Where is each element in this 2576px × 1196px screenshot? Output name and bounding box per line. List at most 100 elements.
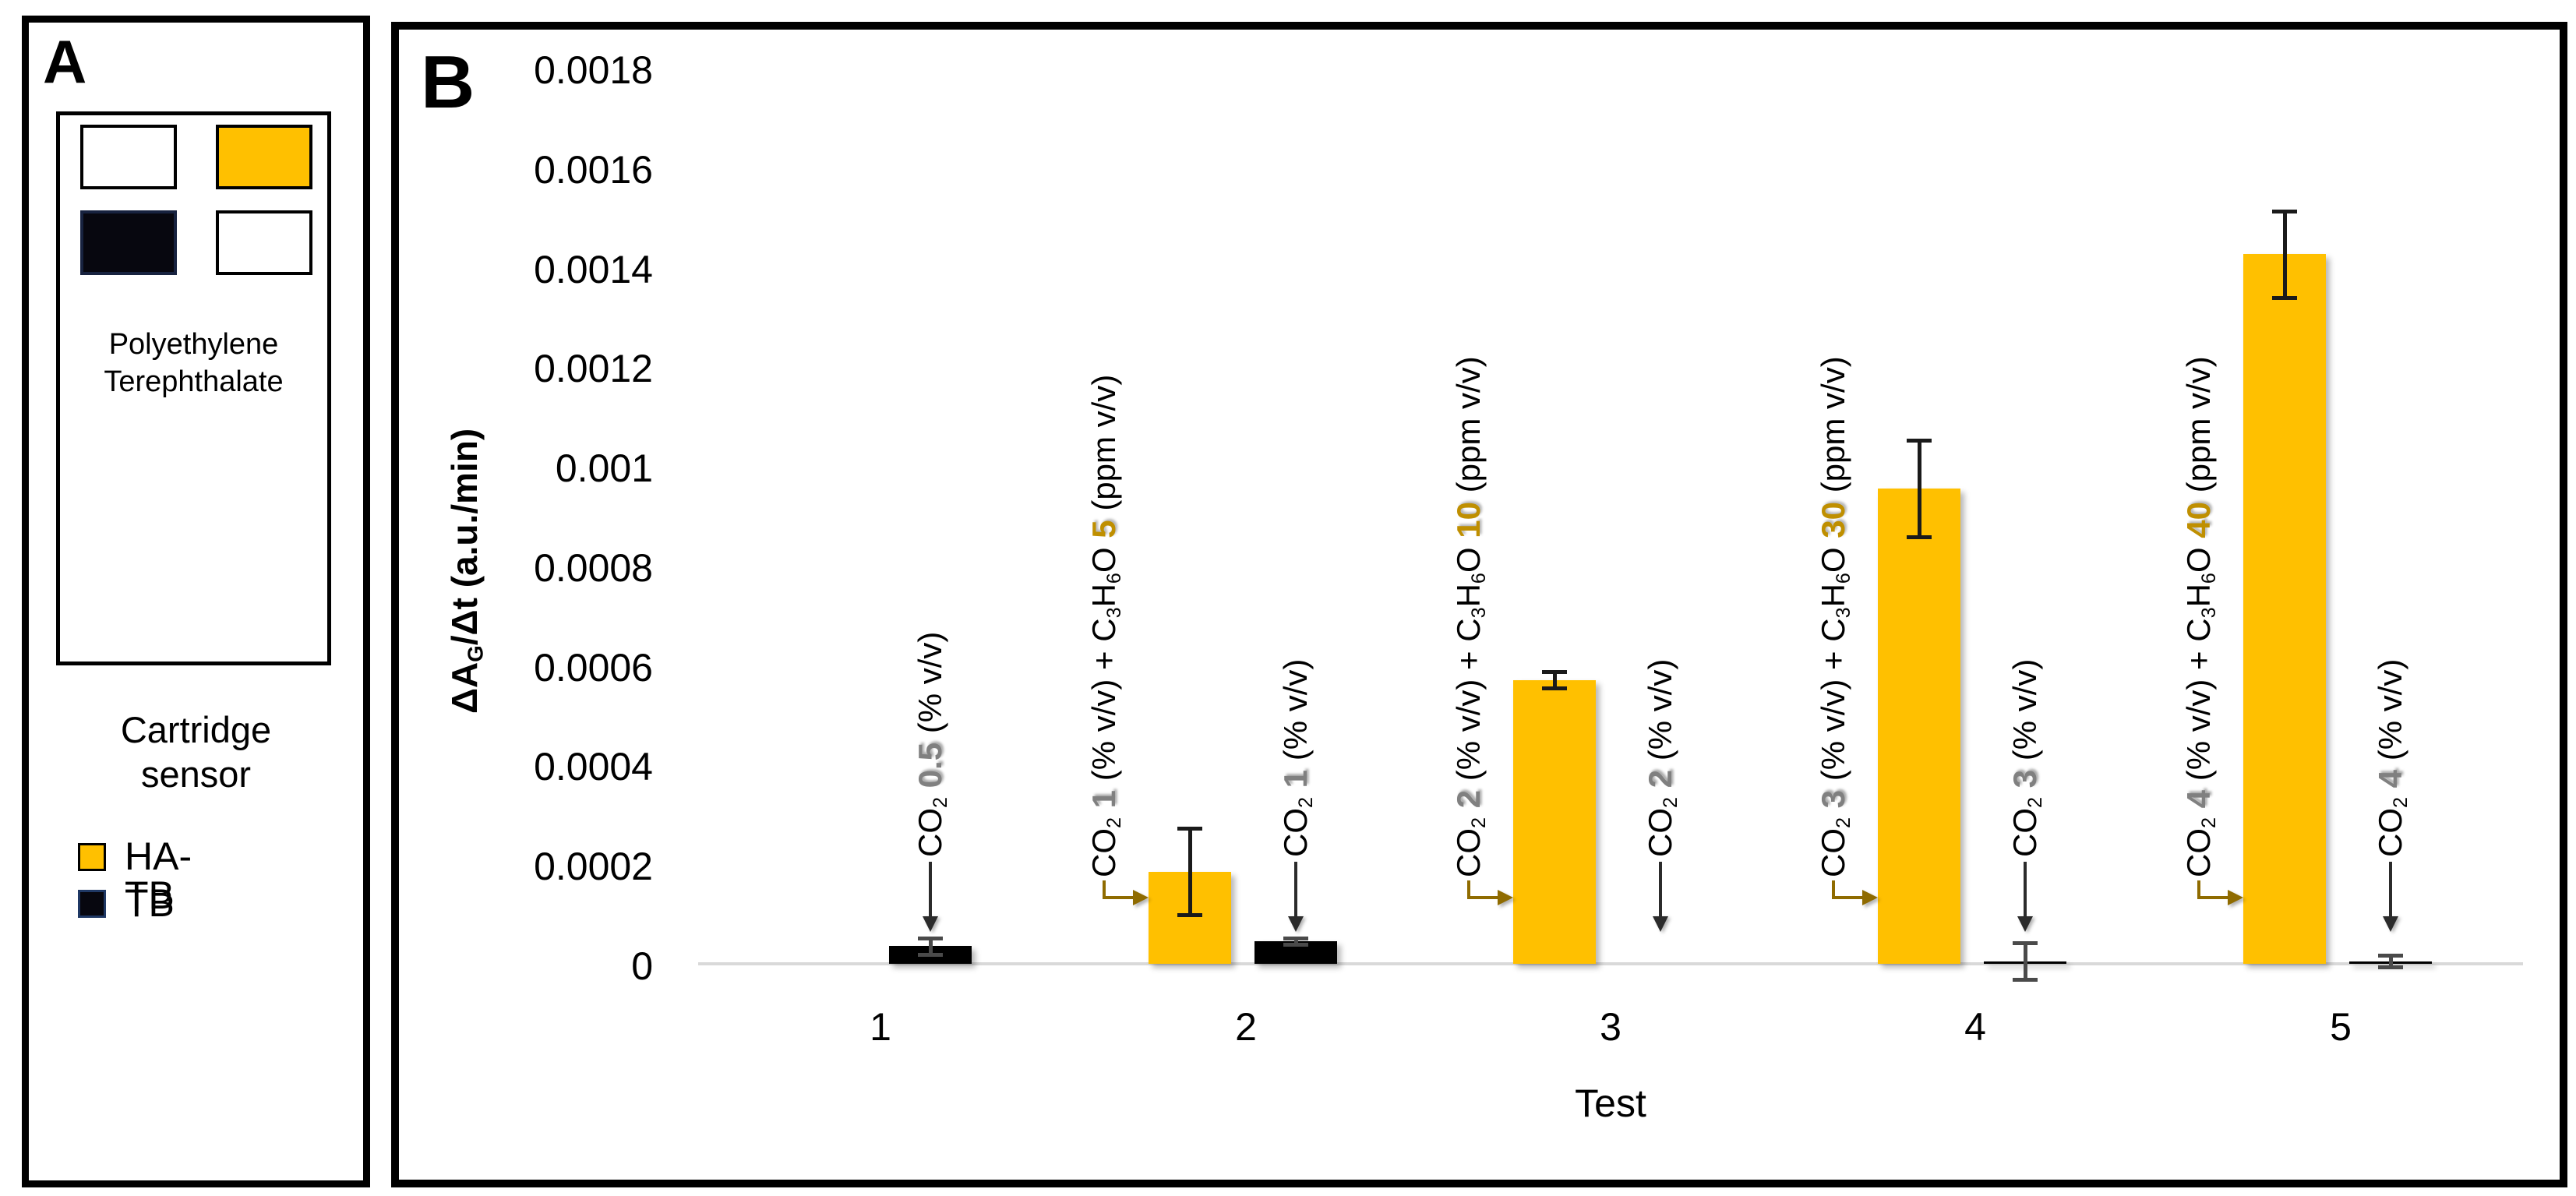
bar-ha-tb-test-3	[1513, 680, 1596, 964]
annotation-text	[1815, 808, 1851, 817]
error-bar-cap	[918, 937, 943, 940]
down-arrowhead-icon	[1288, 916, 1304, 932]
x-tick-label: 2	[1235, 1005, 1257, 1049]
annotation-text: CO	[1450, 828, 1487, 877]
error-bar-cap	[1907, 535, 1932, 539]
y-tick-label: 0.0008	[534, 546, 653, 590]
annotation-text: CO	[1085, 828, 1122, 877]
x-tick-label: 3	[1600, 1005, 1621, 1049]
down-arrow-line	[1659, 862, 1662, 918]
elbow-arrow-horizontal	[1467, 896, 1498, 899]
x-tick-label: 1	[870, 1005, 891, 1049]
annotation-label: CO2 3 (% v/v)	[2005, 659, 2056, 857]
y-tick-label: 0.001	[555, 446, 653, 490]
annotation-text	[1277, 788, 1314, 797]
legend-label-ha-tb: HA-TB	[125, 834, 192, 917]
panel-b	[391, 22, 2567, 1187]
annotation-text: CO	[2180, 828, 2217, 877]
sensor-caption: Cartridge sensor	[22, 707, 370, 796]
annotation-text: (% v/v) + C	[1085, 618, 1122, 790]
error-bar	[2283, 210, 2287, 299]
elbow-arrow-vertical	[1103, 880, 1106, 898]
y-tick-label: 0.0004	[534, 745, 653, 789]
elbow-arrowhead-icon	[1133, 890, 1149, 905]
error-bar-cap	[1542, 670, 1567, 674]
annotation-text: (% v/v) + C	[1815, 618, 1851, 790]
down-arrowhead-icon	[2017, 916, 2033, 932]
annotation-number: 1	[1277, 769, 1314, 789]
subscript: 2	[1660, 796, 1682, 808]
annotation-number: 5	[1085, 520, 1122, 538]
annotation-text: (ppm v/v)	[1815, 356, 1851, 502]
down-arrow-line	[929, 862, 932, 918]
annotation-text	[912, 788, 948, 797]
substrate-label: Polyethylene Terephthalate	[56, 326, 331, 400]
annotation-number: 3	[2006, 769, 2043, 789]
down-arrowhead-icon	[1653, 916, 1668, 932]
annotation-text: (ppm v/v)	[2180, 356, 2217, 502]
annotation-text: CO	[912, 808, 948, 857]
subscript: 6	[1103, 573, 1126, 584]
annotation-text: H	[1450, 584, 1487, 608]
error-bar-cap	[2013, 978, 2038, 982]
y-tick-label: 0.0016	[534, 148, 653, 192]
annotation-text: H	[1815, 584, 1851, 608]
error-bar-cap	[2378, 954, 2403, 958]
down-arrow-line	[2024, 862, 2027, 918]
error-bar-cap	[2378, 965, 2403, 969]
legend-label-tb: TB	[125, 881, 175, 925]
annotation-text: (ppm v/v)	[1085, 374, 1122, 520]
annotation-text	[1450, 808, 1487, 817]
annotation-number: 40	[2180, 501, 2217, 538]
annotation-text: H	[1085, 584, 1122, 608]
annotation-number: 0.5	[912, 742, 948, 789]
annotation-text: CO	[2372, 808, 2408, 857]
annotation-text: CO	[1815, 828, 1851, 877]
annotation-number: 2	[1450, 789, 1487, 809]
annotation-number: 4	[2372, 769, 2408, 789]
elbow-arrowhead-icon	[2228, 890, 2243, 905]
annotation-label: CO2 1 (% v/v) + C3H6O 5 (ppm v/v)	[1084, 375, 1134, 877]
annotation-label: CO2 4 (% v/v) + C3H6O 40 (ppm v/v)	[2179, 356, 2229, 877]
subscript: 6	[1833, 573, 1855, 584]
error-bar-cap	[1283, 937, 1308, 940]
subscript: 6	[2198, 573, 2221, 584]
annotation-text: CO	[1642, 808, 1678, 857]
x-tick-label: 4	[1964, 1005, 1986, 1049]
annotation-text: H	[2180, 584, 2217, 608]
down-arrowhead-icon	[2383, 916, 2398, 932]
subscript: 2	[2390, 796, 2412, 808]
elbow-arrow-horizontal	[1103, 896, 1133, 899]
subscript: 6	[1468, 573, 1491, 584]
bar-ha-tb-test-5	[2243, 254, 2326, 964]
panel-a-label: A	[43, 27, 87, 96]
legend-swatch-ha-tb	[78, 843, 106, 871]
annotation-text: (% v/v)	[1642, 658, 1678, 770]
cartridge-spot-tb	[80, 210, 177, 275]
annotation-number: 30	[1815, 501, 1851, 538]
annotation-text: CO	[2006, 808, 2043, 857]
legend-swatch-tb	[78, 890, 106, 918]
substrate-line-2: Terephthalate	[104, 365, 284, 398]
annotation-number: 3	[1815, 789, 1851, 809]
down-arrowhead-icon	[923, 916, 938, 932]
y-tick-label: 0.0014	[534, 248, 653, 291]
elbow-arrow-horizontal	[2197, 896, 2228, 899]
annotation-text: O	[1815, 538, 1851, 573]
y-tick-label: 0	[631, 944, 653, 988]
error-bar	[929, 937, 933, 956]
error-bar-cap	[1283, 943, 1308, 947]
annotation-text: O	[2180, 538, 2217, 573]
error-bar	[2389, 954, 2393, 968]
subscript: 3	[2198, 607, 2221, 619]
error-bar	[1553, 670, 1557, 690]
y-tick-label: 0.0002	[534, 845, 653, 888]
panel-b-label: B	[421, 41, 475, 124]
zero-gridline	[698, 962, 2523, 965]
subscript: 2	[2024, 796, 2047, 808]
annotation-text	[2180, 808, 2217, 817]
elbow-arrowhead-icon	[1498, 890, 1513, 905]
annotation-text: O	[1450, 538, 1487, 573]
subscript: 3	[1103, 607, 1126, 619]
